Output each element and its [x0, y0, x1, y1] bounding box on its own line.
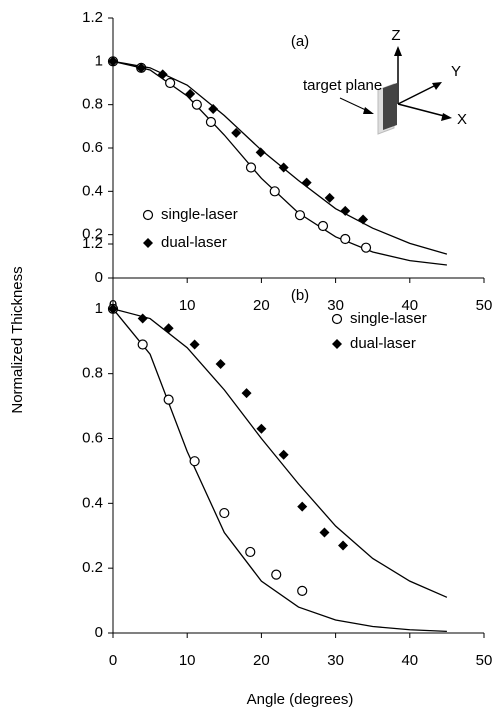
legend-label: single-laser [161, 206, 238, 223]
diamond-marker [185, 88, 196, 99]
diamond-marker [297, 501, 308, 512]
legend-marker [143, 238, 153, 248]
y-axis-label: Normalized Thickness [9, 266, 26, 413]
y-tick-label: 0.4 [82, 494, 103, 511]
y-tick-label: 1 [95, 52, 103, 69]
diamond-marker [137, 313, 148, 324]
legend-label: single-laser [350, 310, 427, 327]
legend-marker [331, 313, 343, 325]
diamond-marker [208, 104, 219, 114]
annotation: X [457, 111, 467, 128]
annotation: Y [451, 63, 461, 80]
y-tick-label: 1.2 [82, 9, 103, 26]
diamond-marker [255, 147, 266, 158]
x-tick-label: 50 [476, 297, 493, 314]
diamond-marker [338, 540, 349, 551]
fit-curve [112, 60, 448, 255]
x-tick-label: 10 [179, 297, 196, 314]
circle-marker [340, 233, 351, 245]
annotation: target plane [303, 77, 382, 94]
diamond-marker [189, 339, 200, 350]
target-plane-icon [339, 46, 452, 135]
x-tick-label: 20 [253, 652, 270, 669]
circle-marker [271, 569, 282, 580]
x-tick-label: 10 [179, 652, 196, 669]
legend-marker [142, 209, 154, 221]
circle-marker [245, 546, 256, 558]
circle-marker [189, 456, 200, 467]
diamond-marker [231, 127, 242, 138]
x-tick-label: 30 [327, 297, 344, 314]
x-tick-label: 30 [327, 652, 344, 669]
y-tick-label: 0.2 [82, 559, 103, 576]
diamond-marker [278, 449, 289, 460]
y-tick-label: 1.2 [82, 235, 103, 252]
circle-marker [165, 77, 176, 89]
diamond-marker [241, 388, 252, 399]
y-tick-label: 1 [95, 300, 103, 317]
y-tick-label: 0 [95, 269, 103, 286]
circle-marker [219, 507, 230, 519]
legend-marker [332, 339, 342, 349]
x-tick-label: 20 [253, 297, 270, 314]
circle-marker [294, 210, 306, 221]
diamond-marker [278, 162, 289, 173]
circle-marker [191, 99, 202, 110]
diamond-marker [136, 62, 147, 73]
circle-marker [317, 220, 329, 232]
fit-curve [112, 308, 448, 598]
legend-label: dual-laser [350, 335, 416, 352]
circle-marker [163, 394, 174, 405]
diamond-marker [319, 527, 330, 538]
y-tick-label: 0.6 [82, 429, 103, 446]
annotation: (a) [291, 33, 309, 50]
circle-marker [297, 585, 308, 596]
diamond-marker [324, 192, 335, 203]
diamond-marker [301, 177, 312, 188]
diamond-marker [340, 205, 351, 216]
y-tick-label: 0 [95, 624, 103, 641]
y-tick-label: 0.2 [82, 226, 103, 243]
y-tick-label: 0.6 [82, 139, 103, 156]
x-tick-label: 0 [109, 652, 117, 669]
circle-marker [137, 339, 148, 350]
y-tick-label: 0.4 [82, 182, 103, 199]
diamond-marker [108, 56, 118, 67]
diamond-marker [215, 358, 226, 369]
annotation: (b) [291, 287, 309, 304]
y-tick-label: 0.8 [82, 96, 103, 113]
x-tick-label: 50 [476, 652, 493, 669]
circle-marker [205, 116, 217, 128]
fit-curve [112, 308, 447, 633]
circle-marker [360, 242, 372, 253]
x-tick-label: 40 [401, 297, 418, 314]
circle-marker [269, 186, 280, 197]
x-axis-label: Angle (degrees) [247, 691, 354, 708]
diamond-marker [157, 69, 168, 80]
y-tick-label: 0.8 [82, 365, 103, 382]
diamond-marker [358, 214, 369, 225]
annotation: Z [391, 27, 400, 44]
legend-label: dual-laser [161, 234, 227, 251]
diamond-marker [108, 303, 118, 314]
diamond-marker [256, 423, 267, 434]
circle-marker [245, 162, 257, 173]
diamond-marker [163, 323, 174, 334]
x-tick-label: 40 [401, 652, 418, 669]
